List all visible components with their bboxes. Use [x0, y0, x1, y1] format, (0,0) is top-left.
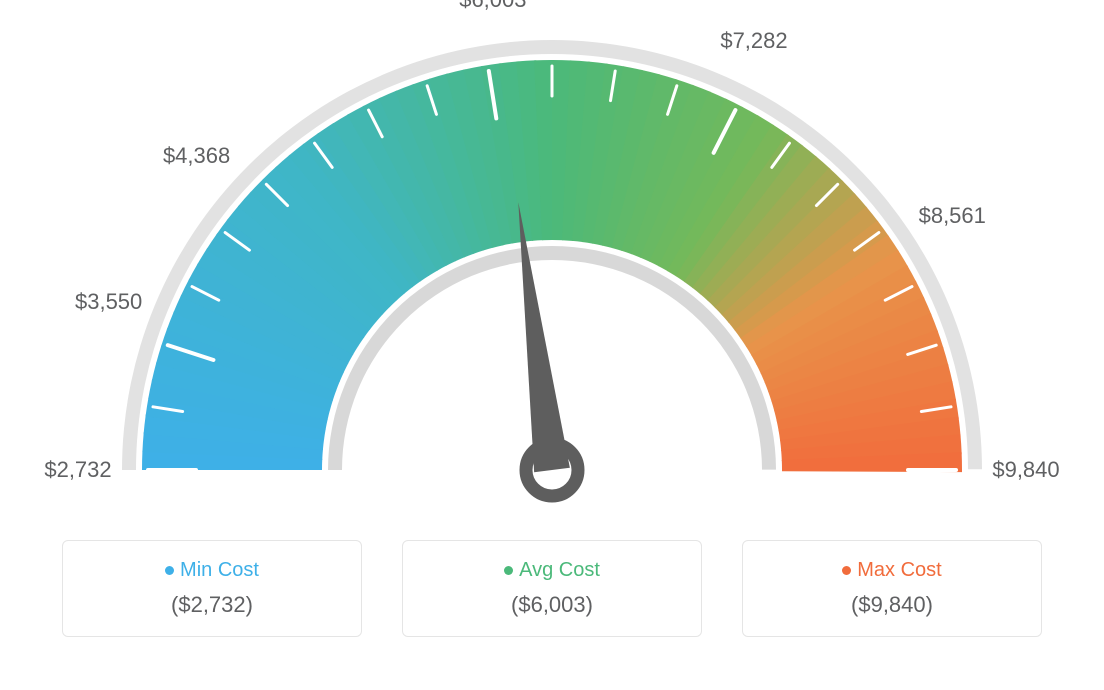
legend-value-avg: ($6,003) — [423, 592, 681, 618]
legend-row: Min Cost ($2,732) Avg Cost ($6,003) Max … — [0, 540, 1104, 637]
legend-card-min: Min Cost ($2,732) — [62, 540, 362, 637]
gauge-svg — [0, 0, 1104, 520]
dot-max — [842, 566, 851, 575]
tick-label: $3,550 — [75, 289, 142, 315]
legend-label-avg: Avg Cost — [519, 559, 600, 581]
legend-label-max: Max Cost — [857, 559, 941, 581]
legend-title-min: Min Cost — [83, 559, 341, 582]
legend-card-avg: Avg Cost ($6,003) — [402, 540, 702, 637]
tick-label: $7,282 — [720, 28, 787, 54]
tick-label: $2,732 — [44, 457, 111, 483]
legend-value-min: ($2,732) — [83, 592, 341, 618]
dot-avg — [504, 566, 513, 575]
tick-label: $6,003 — [459, 0, 526, 13]
dot-min — [165, 566, 174, 575]
legend-title-max: Max Cost — [763, 559, 1021, 582]
legend-label-min: Min Cost — [180, 559, 259, 581]
gauge-chart: $2,732 $3,550 $4,368 $6,003 $7,282 $8,561 $9,8… — [0, 0, 1104, 520]
tick-label: $8,561 — [919, 203, 986, 229]
legend-value-max: ($9,840) — [763, 592, 1021, 618]
tick-label: $9,840 — [992, 457, 1059, 483]
legend-card-max: Max Cost ($9,840) — [742, 540, 1042, 637]
tick-label: $4,368 — [163, 143, 230, 169]
legend-title-avg: Avg Cost — [423, 559, 681, 582]
